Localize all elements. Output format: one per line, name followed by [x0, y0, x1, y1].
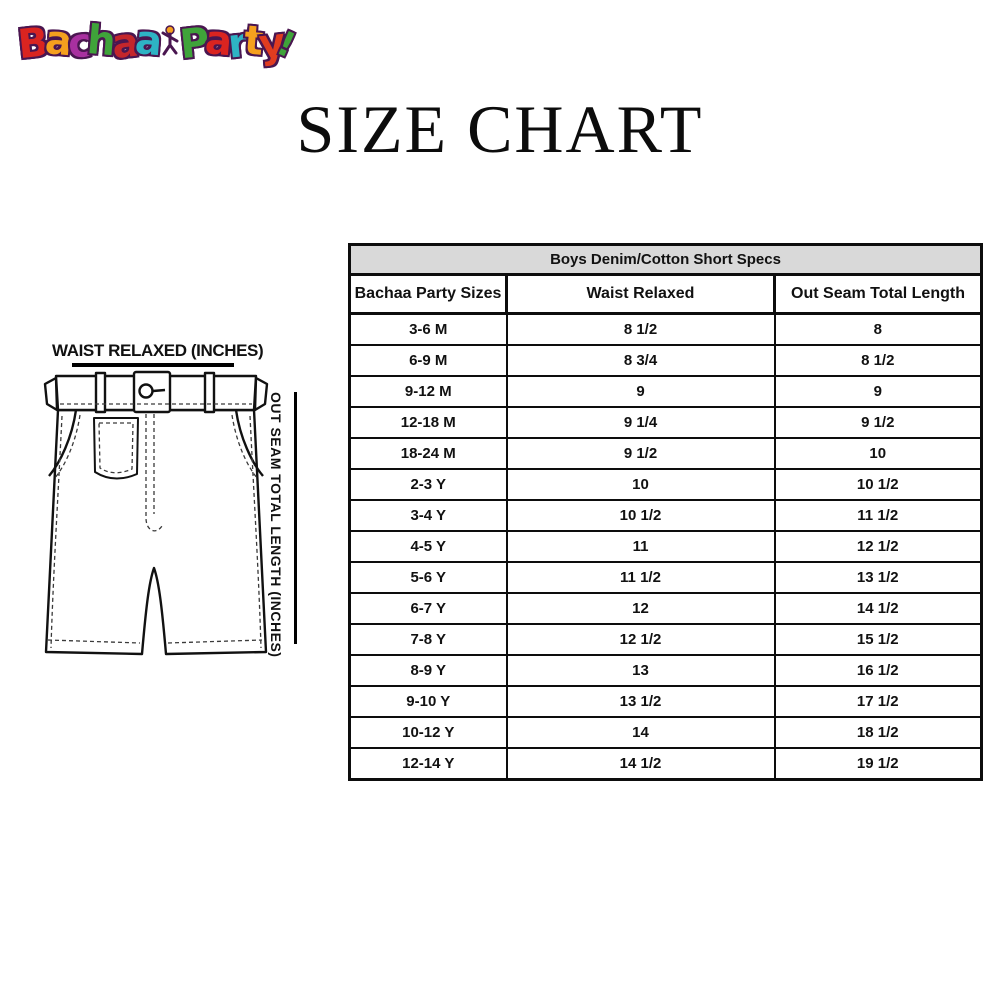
outseam-cell: 14 1/2 — [773, 592, 983, 625]
waist-cell: 8 1/2 — [505, 312, 776, 346]
size-cell: 12-18 M — [348, 406, 508, 439]
outseam-cell: 8 — [773, 312, 983, 346]
table-row: 7-8 Y 12 1/2 15 1/2 — [348, 623, 983, 656]
waist-cell: 9 1/4 — [505, 406, 776, 439]
table-row: 5-6 Y 11 1/2 13 1/2 — [348, 561, 983, 594]
outseam-cell: 19 1/2 — [773, 747, 983, 781]
waist-cell: 11 1/2 — [505, 561, 776, 594]
waist-cell: 9 — [505, 375, 776, 408]
size-cell: 7-8 Y — [348, 623, 508, 656]
logo-letter: a — [132, 17, 160, 65]
outseam-cell: 12 1/2 — [773, 530, 983, 563]
size-cell: 18-24 M — [348, 437, 508, 470]
table-row: 8-9 Y 13 16 1/2 — [348, 654, 983, 687]
size-cell: 5-6 Y — [348, 561, 508, 594]
waist-measure-line — [72, 363, 234, 367]
waist-cell: 10 — [505, 468, 776, 501]
logo-letter: B — [15, 19, 47, 69]
table-row: 10-12 Y 14 18 1/2 — [348, 716, 983, 749]
table-row: 12-14 Y 14 1/2 19 1/2 — [348, 747, 983, 781]
outseam-cell: 16 1/2 — [773, 654, 983, 687]
out-seam-label: OUT SEAM TOTAL LENGTH (INCHES) — [268, 392, 284, 658]
outseam-cell: 11 1/2 — [773, 499, 983, 532]
size-cell: 6-9 M — [348, 344, 508, 377]
outseam-cell: 15 1/2 — [773, 623, 983, 656]
outseam-cell: 18 1/2 — [773, 716, 983, 749]
outseam-cell: 17 1/2 — [773, 685, 983, 718]
waist-relaxed-label: WAIST RELAXED (INCHES) — [52, 341, 264, 360]
table-row: 4-5 Y 11 12 1/2 — [348, 530, 983, 563]
outseam-cell: 10 — [773, 437, 983, 470]
column-header-sizes: Bachaa Party Sizes — [348, 273, 508, 315]
waist-cell: 8 3/4 — [505, 344, 776, 377]
size-cell: 3-6 M — [348, 312, 508, 346]
size-cell: 6-7 Y — [348, 592, 508, 625]
table-title: Boys Denim/Cotton Short Specs — [348, 243, 983, 276]
waist-cell: 12 1/2 — [505, 623, 776, 656]
outseam-cell: 10 1/2 — [773, 468, 983, 501]
dancing-kid-icon — [161, 25, 179, 56]
table-row: 9-10 Y 13 1/2 17 1/2 — [348, 685, 983, 718]
waist-cell: 14 1/2 — [505, 747, 776, 781]
page-title: SIZE CHART — [296, 91, 704, 167]
column-header-outseam: Out Seam Total Length — [773, 273, 983, 315]
outseam-cell: 13 1/2 — [773, 561, 983, 594]
out-seam-measure-line — [294, 392, 297, 644]
size-cell: 9-12 M — [348, 375, 508, 408]
outseam-cell: 8 1/2 — [773, 344, 983, 377]
table-title-row: Boys Denim/Cotton Short Specs — [348, 243, 983, 276]
table-row: 2-3 Y 10 10 1/2 — [348, 468, 983, 501]
size-cell: 8-9 Y — [348, 654, 508, 687]
size-cell: 4-5 Y — [348, 530, 508, 563]
waist-cell: 12 — [505, 592, 776, 625]
column-header-waist: Waist Relaxed — [505, 273, 776, 315]
size-cell: 3-4 Y — [348, 499, 508, 532]
waist-cell: 9 1/2 — [505, 437, 776, 470]
size-cell: 10-12 Y — [348, 716, 508, 749]
waist-cell: 10 1/2 — [505, 499, 776, 532]
size-cell: 2-3 Y — [348, 468, 508, 501]
waist-cell: 14 — [505, 716, 776, 749]
waist-cell: 13 — [505, 654, 776, 687]
waist-cell: 11 — [505, 530, 776, 563]
size-cell: 12-14 Y — [348, 747, 508, 781]
waist-cell: 13 1/2 — [505, 685, 776, 718]
shorts-illustration — [43, 370, 269, 656]
size-table: Boys Denim/Cotton Short Specs Bachaa Par… — [348, 243, 983, 781]
size-cell: 9-10 Y — [348, 685, 508, 718]
outseam-cell: 9 1/2 — [773, 406, 983, 439]
table-row: 6-7 Y 12 14 1/2 — [348, 592, 983, 625]
outseam-cell: 9 — [773, 375, 983, 408]
table-row: 3-4 Y 10 1/2 11 1/2 — [348, 499, 983, 532]
table-header-row: Bachaa Party Sizes Waist Relaxed Out Sea… — [348, 273, 983, 315]
